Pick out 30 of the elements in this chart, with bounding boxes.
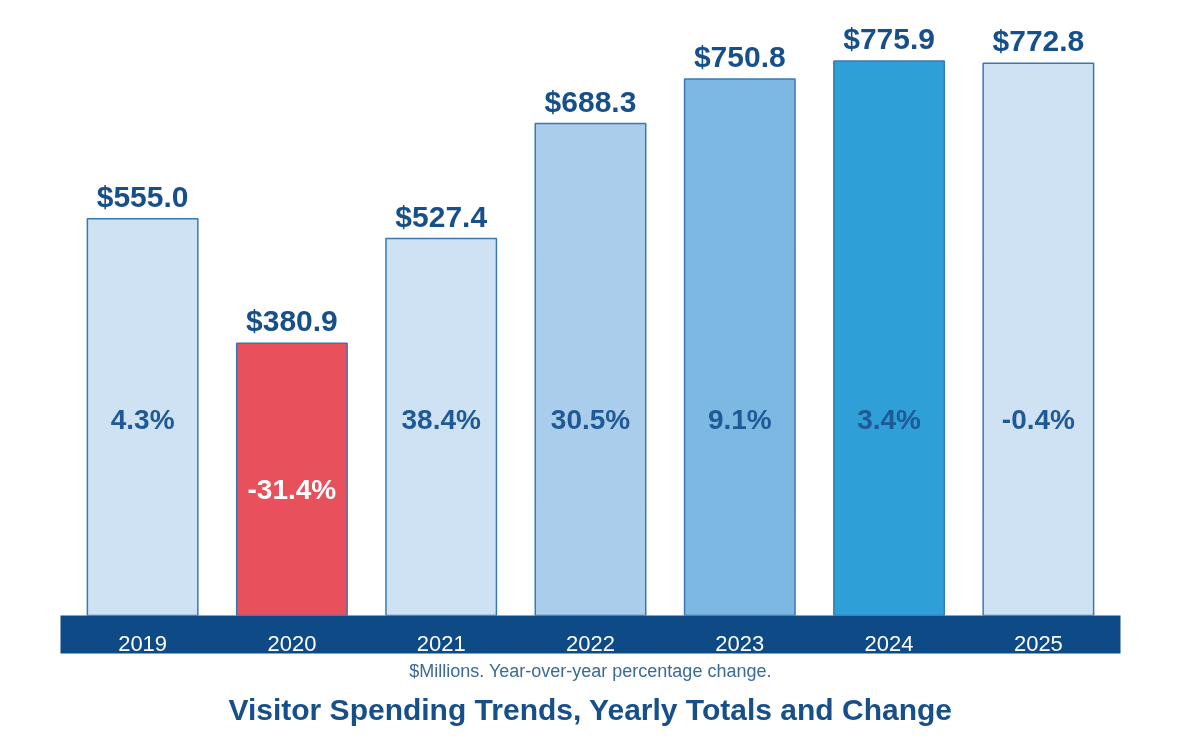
annotation: 4.3% [110,403,175,435]
annotation: 30.5% [550,403,631,435]
data-label: $750.8 [693,39,786,73]
x-tick-label: 2023 [715,630,765,656]
bar [385,237,498,616]
text: $Millions. Year-over-year percentage change. [409,660,772,681]
data-label: $772.8 [992,24,1085,58]
data-label: $555.0 [96,179,189,213]
x-tick-label: 2019 [118,630,168,656]
data-label: $380.9 [246,304,338,338]
data-label: $527.4 [395,199,488,233]
x-tick-label: 2021 [416,630,466,656]
x-tick-label: 2020 [267,630,317,656]
x-tick-label: 2024 [864,630,914,656]
annotation: 3.4% [857,403,922,435]
bar [683,78,796,616]
data-label: $775.9 [843,21,935,55]
x-tick-label: 2025 [1013,630,1063,656]
annotation: -0.4% [1001,403,1076,435]
bar [833,60,946,616]
data-label: $688.3 [544,84,637,118]
text: Visitor Spending Trends, Yearly Totals and Change [228,692,952,726]
annotation: 9.1% [707,403,772,435]
bar [982,62,1095,616]
bar [534,122,647,616]
annotation: 38.4% [401,403,481,435]
x-tick-label: 2022 [566,630,615,656]
bar [235,342,348,616]
annotation: -31.4% [247,473,337,505]
bar [86,218,199,616]
